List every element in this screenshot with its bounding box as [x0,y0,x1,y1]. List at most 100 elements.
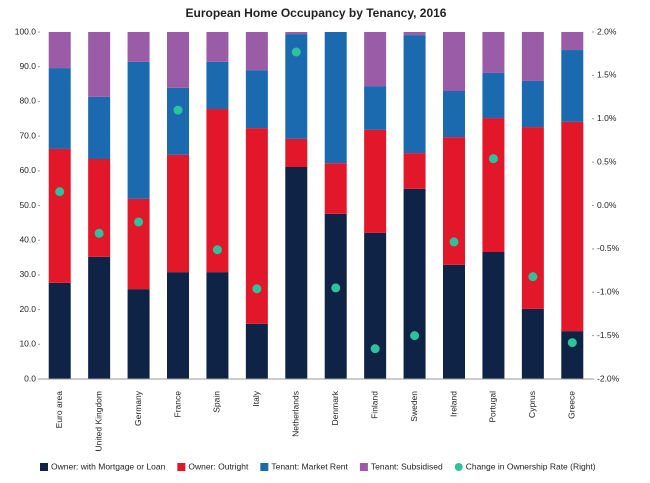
bar-segment [127,289,150,379]
x-tick-label: Euro area [54,391,64,429]
x-tick-label: Finland [369,391,379,419]
y-tick-label: 80.0 [19,96,36,106]
y2-tick-label: -1.5% [597,330,620,340]
bar-segment [561,32,584,51]
x-tick-label: Italy [251,390,261,406]
bar-segment [167,154,189,273]
bar-segment [48,68,71,149]
scatter-point [449,237,459,247]
bar-segment [206,32,229,62]
y2-tick-label: 2.0% [597,26,617,36]
bar-segment [167,272,189,379]
scatter-point [55,187,65,197]
scatter-point [567,338,577,348]
bar-segment [521,127,544,309]
scatter-point [528,272,538,282]
bar-segment [443,137,465,265]
scatter-point [212,245,222,255]
y2-tick-label: -2.0% [597,373,620,383]
bar-segment [443,90,465,138]
scatter-point [410,331,420,341]
bar-segment [127,61,150,199]
y-tick-label: 50.0 [19,200,36,210]
scatter-point [173,105,183,115]
legend-swatch [177,463,186,471]
x-tick-label: Cyprus [527,391,537,418]
bar-segment [324,213,347,379]
y-tick-label: 40.0 [19,234,36,244]
bar-segment [521,308,544,379]
bar-segment [482,118,505,252]
bar-segment [285,166,308,379]
bar-segment [206,61,229,110]
y2-tick-label: 0.5% [597,156,617,166]
bar-segment [285,32,308,35]
bar-segment [245,323,268,379]
bar-segment [482,72,505,119]
bar-segment [364,232,387,379]
bar-segment [127,198,150,290]
bar-segment [403,188,426,379]
legend-label: Change in Ownership Rate (Right) [466,461,596,471]
bar-segment [324,163,347,214]
bar-segment [482,251,505,379]
bar-segment [48,282,71,379]
y-tick-label: 70.0 [19,130,36,140]
legend-label: Tenant: Subsidised [371,461,443,471]
bar-segment [364,32,387,87]
x-tick-label: Denmark [330,390,340,425]
y-tick-label: 0.0 [24,373,36,383]
bar-segment [561,121,584,332]
bar-segment [443,264,465,379]
scatter-point [370,344,380,354]
y-tick-label: 30.0 [19,269,36,279]
x-tick-label: Spain [212,391,222,413]
bar-segment [561,331,584,379]
scatter-point [488,154,498,164]
bar-segment [48,32,71,69]
y-tick-label: 90.0 [19,61,36,71]
bar-segment [403,35,426,154]
bar-segment [245,128,268,324]
bar-segment [88,159,111,257]
x-tick-label: Sweden [409,391,419,422]
y2-tick-label: 0.0% [597,200,617,210]
x-tick-label: Netherlands [291,391,301,437]
y-tick-label: 100.0 [15,26,37,36]
scatter-point [134,217,144,227]
bar-segment [403,32,426,36]
legend-swatch [40,463,48,471]
x-tick-label: Greece [567,391,577,419]
y-tick-label: 10.0 [19,339,36,349]
x-tick-label: France [172,391,182,418]
bar-segment [48,148,71,283]
bar-segment [206,272,229,379]
bar-segment [364,129,387,233]
scatter-point [291,47,301,57]
bar-segment [561,50,584,122]
legend-label: Owner: Outright [188,461,249,471]
scatter-point [94,228,104,238]
bar-segment [88,256,111,379]
legend-swatch [454,463,463,471]
bar-segment [285,34,308,139]
bar-segment [167,87,189,155]
chart-title: European Home Occupancy by Tenancy, 2016 [186,6,447,20]
x-tick-label: Ireland [448,391,458,417]
bar-segment [364,86,387,130]
x-tick-label: Germany [133,390,143,426]
legend-swatch [260,463,269,471]
bar-segment [324,32,347,164]
bar-segment [443,32,465,91]
y-tick-label: 60.0 [19,165,36,175]
bar-segment [206,109,229,273]
bar-segment [167,32,189,88]
legend-swatch [359,463,368,471]
legend-label: Tenant: Market Rent [271,461,348,471]
x-tick-label: United Kingdom [93,391,103,451]
bar-segment [245,32,268,71]
x-tick-label: Portugal [488,391,498,423]
bar-segment [285,138,308,167]
y2-tick-label: 1.0% [597,113,617,123]
bar-segment [482,32,505,73]
